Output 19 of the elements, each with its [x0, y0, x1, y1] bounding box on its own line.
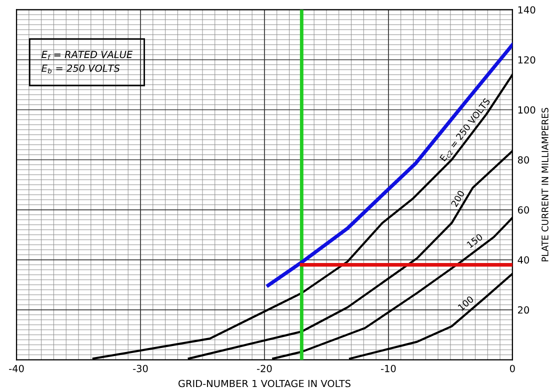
- text: E$_{c2}$ = 250 VOLTS: [439, 98, 492, 162]
- y-tick-label: 120: [518, 56, 536, 64]
- text: 100: [458, 296, 474, 311]
- y-tick-label: 100: [518, 106, 536, 114]
- x-tick-label: -30: [133, 364, 148, 372]
- annotation: E$_{f}$ = RATED VALUE E$_{b}$ = 250 VOLTS: [42, 50, 133, 74]
- y-axis-title: PLATE CURRENT IN MILLIAMPERES: [542, 108, 548, 262]
- x-axis-title: GRID-NUMBER 1 VOLTAGE IN VOLTS: [178, 380, 350, 388]
- y-tick-label: 140: [518, 6, 536, 14]
- y-tick-label: 80: [518, 156, 530, 164]
- x-tick-label: -10: [380, 364, 396, 372]
- y-tick-label: 40: [518, 256, 530, 264]
- x-tick-label: 0: [510, 364, 515, 372]
- x-tick-label: -20: [257, 364, 272, 372]
- y-tick-label: 60: [518, 206, 530, 214]
- text: 150: [466, 233, 484, 248]
- y-tick-label: 20: [518, 306, 530, 314]
- x-tick-label: -40: [9, 364, 24, 372]
- line-series: [266, 42, 512, 288]
